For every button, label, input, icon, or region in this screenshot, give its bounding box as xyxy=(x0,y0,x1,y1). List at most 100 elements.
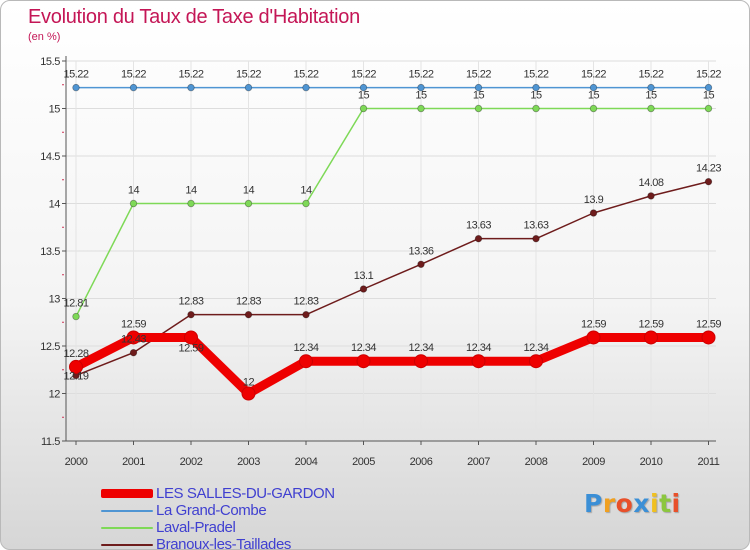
y-tick-label: 14.5 xyxy=(40,151,60,163)
data-point xyxy=(184,330,198,345)
data-label: 12.28 xyxy=(63,348,88,360)
legend-label: La Grand-Combe xyxy=(156,502,267,519)
data-label: 13.36 xyxy=(408,245,433,257)
data-point xyxy=(187,310,195,319)
x-tick-label: 2003 xyxy=(237,456,260,468)
y-tick-label: 12 xyxy=(49,389,61,401)
legend-label: Laval-Pradel xyxy=(156,519,236,536)
x-tick-label: 2004 xyxy=(295,456,318,468)
data-point xyxy=(474,104,483,113)
data-label: 13.63 xyxy=(466,220,491,232)
data-label: 15.22 xyxy=(121,69,146,81)
data-point xyxy=(129,83,138,92)
data-point xyxy=(244,83,253,92)
data-point xyxy=(359,104,368,113)
series-line xyxy=(75,180,710,377)
data-point xyxy=(417,260,425,268)
data-label: 15.22 xyxy=(638,69,663,81)
data-point xyxy=(704,177,713,186)
data-point xyxy=(589,209,598,217)
data-label: 13.9 xyxy=(584,194,604,206)
data-point xyxy=(529,354,543,369)
data-label: 15 xyxy=(473,90,485,102)
data-label: 12.34 xyxy=(351,342,376,354)
data-point xyxy=(701,330,716,345)
data-point xyxy=(241,386,256,401)
data-label: 12.34 xyxy=(293,342,318,354)
data-point xyxy=(647,104,655,113)
data-point xyxy=(302,310,310,319)
data-label: 12.59 xyxy=(696,318,721,330)
data-label: 12.34 xyxy=(523,342,548,354)
y-tick-label: 15 xyxy=(49,104,61,116)
data-point xyxy=(532,104,540,113)
data-label: 15.22 xyxy=(408,69,433,81)
data-point xyxy=(417,83,425,92)
data-label: 15.22 xyxy=(581,69,606,81)
data-label: 14.08 xyxy=(638,177,663,189)
data-label: 15.22 xyxy=(466,69,491,81)
data-point xyxy=(299,354,313,369)
data-point xyxy=(589,83,598,92)
data-label: 15 xyxy=(588,90,600,102)
data-label: 15 xyxy=(645,90,657,102)
data-label: 14 xyxy=(300,185,312,197)
data-point xyxy=(417,104,425,113)
data-point xyxy=(532,83,540,92)
legend-swatch xyxy=(101,544,153,546)
data-point xyxy=(302,83,310,92)
data-point xyxy=(302,199,310,208)
data-label: 14 xyxy=(243,185,255,197)
legend-swatch xyxy=(101,510,153,512)
data-point xyxy=(359,285,368,293)
x-tick-label: 2005 xyxy=(352,456,375,468)
data-point xyxy=(704,104,713,113)
data-label: 12.34 xyxy=(466,342,491,354)
data-point xyxy=(129,199,138,208)
data-label: 12.83 xyxy=(178,296,203,308)
y-tick-label: 13 xyxy=(49,294,61,306)
data-label: 15.22 xyxy=(523,69,548,81)
logo-letter: t xyxy=(659,489,672,518)
data-label: 15 xyxy=(703,90,715,102)
data-label: 12.19 xyxy=(63,370,88,382)
data-point xyxy=(72,312,80,321)
logo-letter: o xyxy=(615,489,634,518)
x-tick-label: 2007 xyxy=(467,456,490,468)
chart-title: Evolution du Taux de Taxe d'Habitation xyxy=(28,6,360,28)
data-label: 12.43 xyxy=(121,334,146,346)
data-label: 15 xyxy=(415,90,427,102)
series-line xyxy=(75,107,710,318)
data-point xyxy=(359,83,368,92)
data-point xyxy=(647,192,655,200)
data-label: 15.22 xyxy=(293,69,318,81)
legend-swatch xyxy=(101,527,153,529)
x-tick-label: 2009 xyxy=(582,456,605,468)
data-point xyxy=(586,330,601,345)
x-tick-label: 2002 xyxy=(180,456,203,468)
series-line xyxy=(71,332,713,398)
x-tick-label: 2001 xyxy=(122,456,145,468)
data-point xyxy=(126,330,141,345)
logo-letter: i xyxy=(671,489,681,518)
data-label: 15.22 xyxy=(696,69,721,81)
legend-label: LES SALLES-DU-GARDON xyxy=(156,485,335,502)
data-label: 15 xyxy=(358,90,370,102)
data-label: 13.1 xyxy=(354,270,374,282)
logo-letter: P xyxy=(584,489,603,518)
data-point xyxy=(532,234,540,243)
logo-letter: i xyxy=(650,489,660,518)
x-tick-label: 2011 xyxy=(697,456,719,468)
x-tick-label: 2008 xyxy=(525,456,548,468)
data-label: 14 xyxy=(128,185,140,197)
y-tick-label: 11.5 xyxy=(41,436,60,448)
data-label: 12.59 xyxy=(638,318,663,330)
data-point xyxy=(474,83,483,92)
data-label: 12.59 xyxy=(121,318,146,330)
data-point xyxy=(704,83,713,92)
data-label: 12.83 xyxy=(293,296,318,308)
data-label: 15 xyxy=(530,90,542,102)
x-tick-label: 2010 xyxy=(640,456,663,468)
legend-swatch xyxy=(101,489,153,498)
data-point xyxy=(644,330,658,345)
